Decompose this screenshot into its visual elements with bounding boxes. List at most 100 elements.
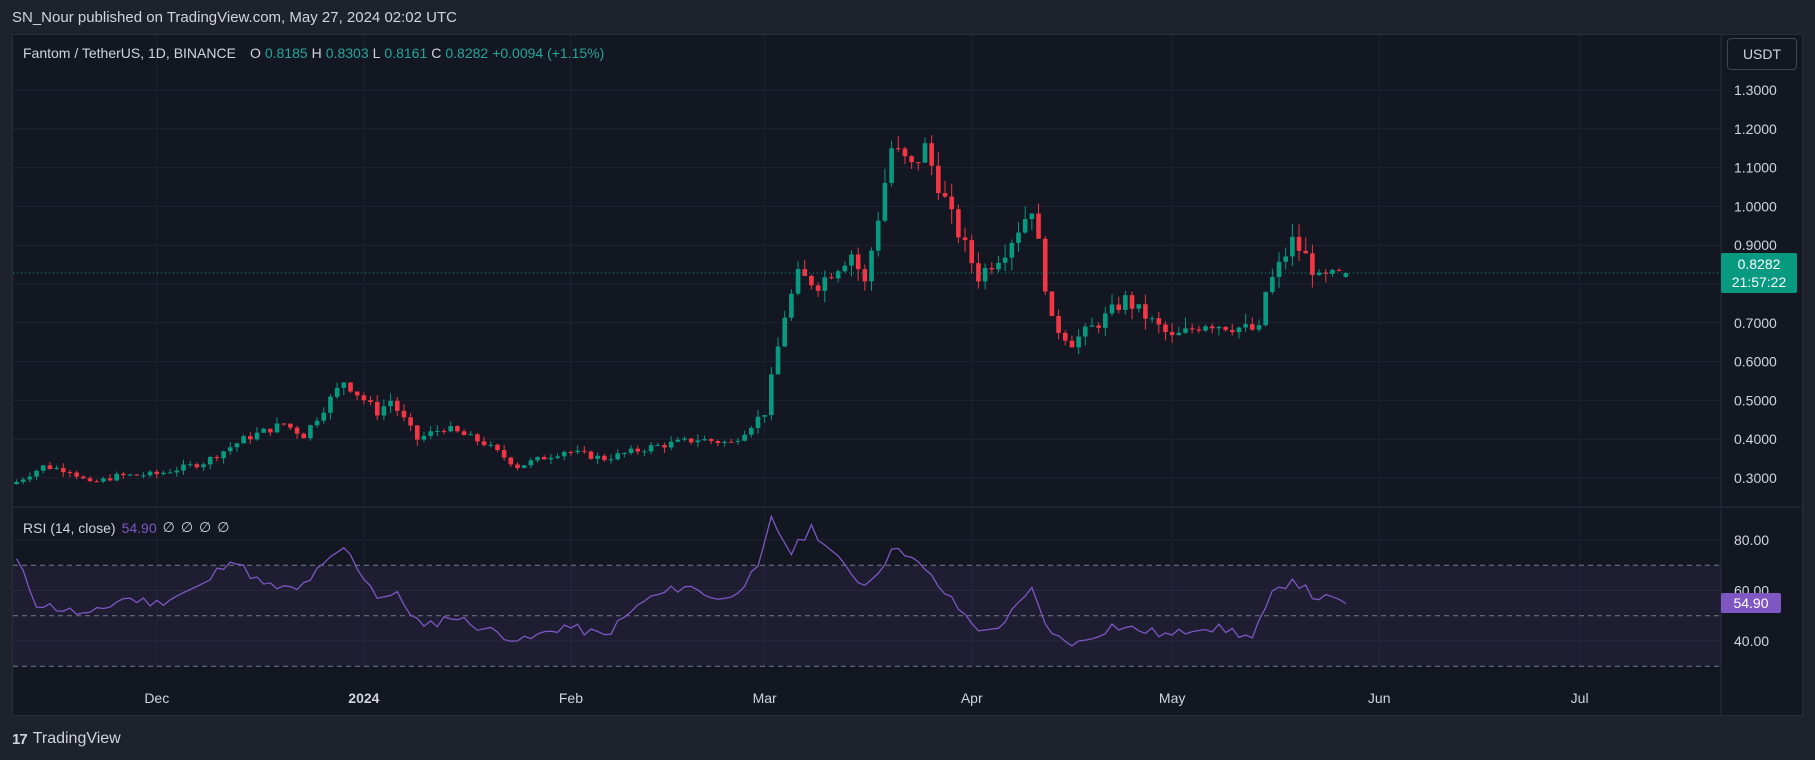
candle-body	[849, 254, 854, 266]
rsi-legend[interactable]: RSI (14, close) 54.90 ∅ ∅ ∅ ∅	[23, 519, 229, 536]
candle-body	[1042, 238, 1048, 292]
rsi-tick-label: 80.00	[1734, 532, 1769, 548]
candle-body	[147, 471, 153, 476]
tradingview-logo-icon: 17	[12, 730, 28, 748]
candle-body	[1129, 295, 1135, 309]
chart-frame[interactable]	[12, 34, 1803, 716]
candle-body	[996, 262, 1001, 270]
candle-body	[802, 269, 808, 276]
time-tick-label: May	[1159, 690, 1185, 706]
candle-body	[481, 441, 487, 446]
candle-body	[608, 459, 614, 461]
open-value: 0.8185	[264, 45, 308, 61]
candle-body	[1223, 326, 1228, 331]
candle-body	[989, 267, 995, 270]
candle-body	[1163, 324, 1168, 332]
candle-body	[822, 277, 828, 291]
tradingview-footer[interactable]: 17 TradingView	[12, 727, 121, 751]
candle-body	[47, 465, 53, 470]
candle-body	[1276, 261, 1282, 277]
candle-body	[154, 471, 160, 475]
candle-body	[1002, 257, 1008, 263]
candle-body	[668, 441, 674, 448]
candle-body	[221, 451, 226, 459]
candle-body	[121, 473, 126, 476]
candle-body	[969, 240, 975, 264]
candle-body	[94, 481, 99, 483]
candle-body	[662, 445, 667, 448]
candle-body	[1229, 330, 1235, 333]
candle-body	[1036, 213, 1041, 239]
candle-body	[1116, 304, 1121, 311]
symbol-title[interactable]: Fantom / TetherUS, 1D, BINANCE	[23, 45, 236, 61]
rsi-label[interactable]: RSI (14, close)	[23, 519, 116, 536]
candle-body	[1270, 276, 1275, 293]
candle-body	[308, 425, 313, 439]
candle-body	[1109, 304, 1115, 314]
candle-body	[501, 450, 507, 458]
candle-body	[728, 441, 734, 443]
candle-body	[962, 237, 968, 241]
candle-body	[555, 456, 560, 458]
rsi-indicator	[13, 514, 1721, 667]
candle-body	[855, 254, 861, 270]
candle-body	[615, 453, 620, 460]
candle-body	[348, 382, 353, 392]
candle-body	[321, 412, 327, 421]
candle-body	[789, 293, 794, 318]
candle-body	[895, 148, 901, 150]
currency-unit-button[interactable]: USDT	[1727, 38, 1797, 70]
candle-body	[401, 410, 407, 418]
candle-body	[101, 478, 106, 482]
candle-body	[388, 400, 393, 407]
candle-body	[902, 148, 908, 157]
candle-body	[815, 285, 821, 291]
candle-body	[1203, 326, 1208, 331]
candle-body	[1236, 327, 1242, 333]
candle-body	[1022, 219, 1028, 233]
rsi-tick-label: 40.00	[1734, 633, 1769, 649]
price-tick-label: 1.0000	[1734, 198, 1777, 214]
candle-body	[368, 400, 373, 403]
candle-body	[81, 476, 86, 479]
candle-body	[74, 472, 79, 477]
rsi-extra-2: ∅	[180, 519, 194, 535]
candle-body	[1263, 292, 1268, 326]
candle-body	[648, 445, 654, 452]
candle-body	[949, 196, 954, 210]
grid-lines	[13, 35, 1803, 716]
candle-body	[288, 423, 293, 428]
candle-body	[635, 448, 641, 452]
bar-countdown: 21:57:22	[1731, 274, 1787, 291]
candle-body	[254, 432, 260, 440]
candle-body	[141, 475, 146, 477]
candle-body	[281, 423, 286, 425]
candle-body	[809, 275, 814, 286]
candle-body	[942, 193, 948, 197]
open-label: O	[249, 45, 261, 61]
candle-body	[889, 148, 894, 183]
candle-body	[40, 465, 46, 471]
candle-body	[87, 478, 93, 482]
candle-body	[127, 474, 133, 476]
candle-body	[755, 416, 761, 428]
candle-body	[1089, 325, 1095, 327]
candle-body	[34, 470, 39, 477]
candle-body	[54, 467, 59, 470]
high-value: 0.8303	[325, 45, 369, 61]
candle-body	[174, 470, 180, 473]
candle-body	[461, 431, 467, 436]
last-price-tag: 0.8282 21:57:22	[1721, 253, 1797, 294]
symbol-legend[interactable]: Fantom / TetherUS, 1D, BINANCE O 0.8185 H…	[23, 45, 604, 61]
candle-body	[1149, 318, 1155, 320]
candle-body	[488, 444, 494, 446]
candle-body	[1316, 272, 1322, 276]
candle-body	[682, 438, 687, 440]
candle-body	[394, 400, 400, 411]
candle-body	[936, 165, 941, 194]
candle-body	[1303, 250, 1309, 254]
price-tick-label: 1.2000	[1734, 121, 1777, 137]
candle-body	[1123, 295, 1128, 311]
candle-body	[114, 473, 119, 481]
